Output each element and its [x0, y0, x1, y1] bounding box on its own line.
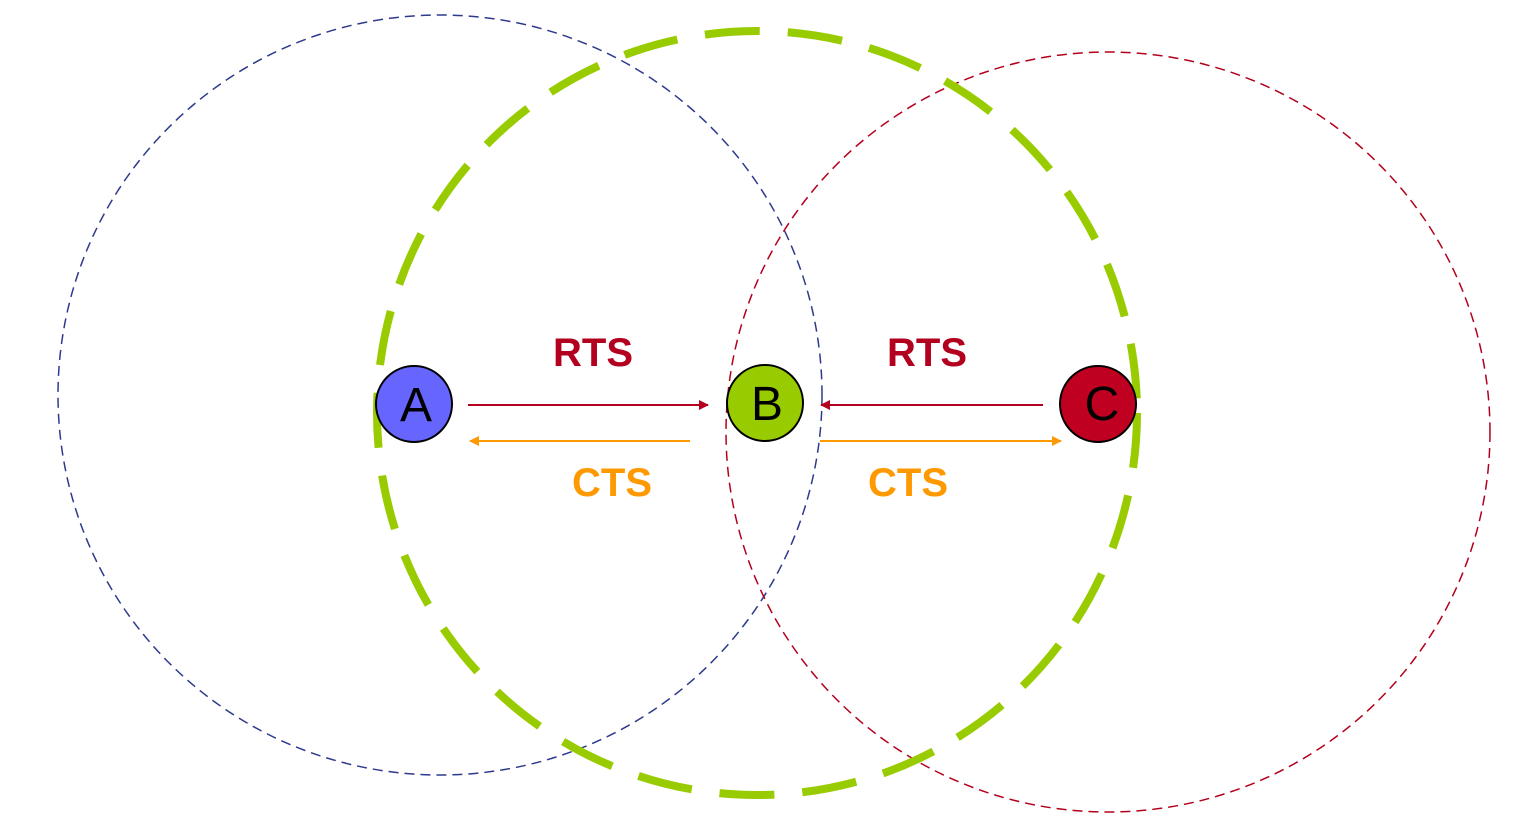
cts-label-b-c: CTS	[868, 461, 948, 505]
cts-label-b-a: CTS	[572, 461, 652, 505]
node-c-label: C	[1085, 378, 1120, 431]
node-a: A	[375, 365, 453, 443]
node-b-label: B	[751, 378, 783, 431]
node-a-circle	[375, 365, 453, 443]
range-circle-a	[57, 14, 823, 776]
range-circle-c	[725, 51, 1491, 813]
node-b-circle	[726, 364, 804, 442]
rts-label-a-b: RTS	[553, 331, 633, 375]
rts-label-c-b: RTS	[887, 331, 967, 375]
node-c: C	[1059, 365, 1137, 443]
node-a-label: A	[400, 379, 432, 432]
node-b: B	[726, 364, 804, 442]
node-c-circle	[1059, 365, 1137, 443]
